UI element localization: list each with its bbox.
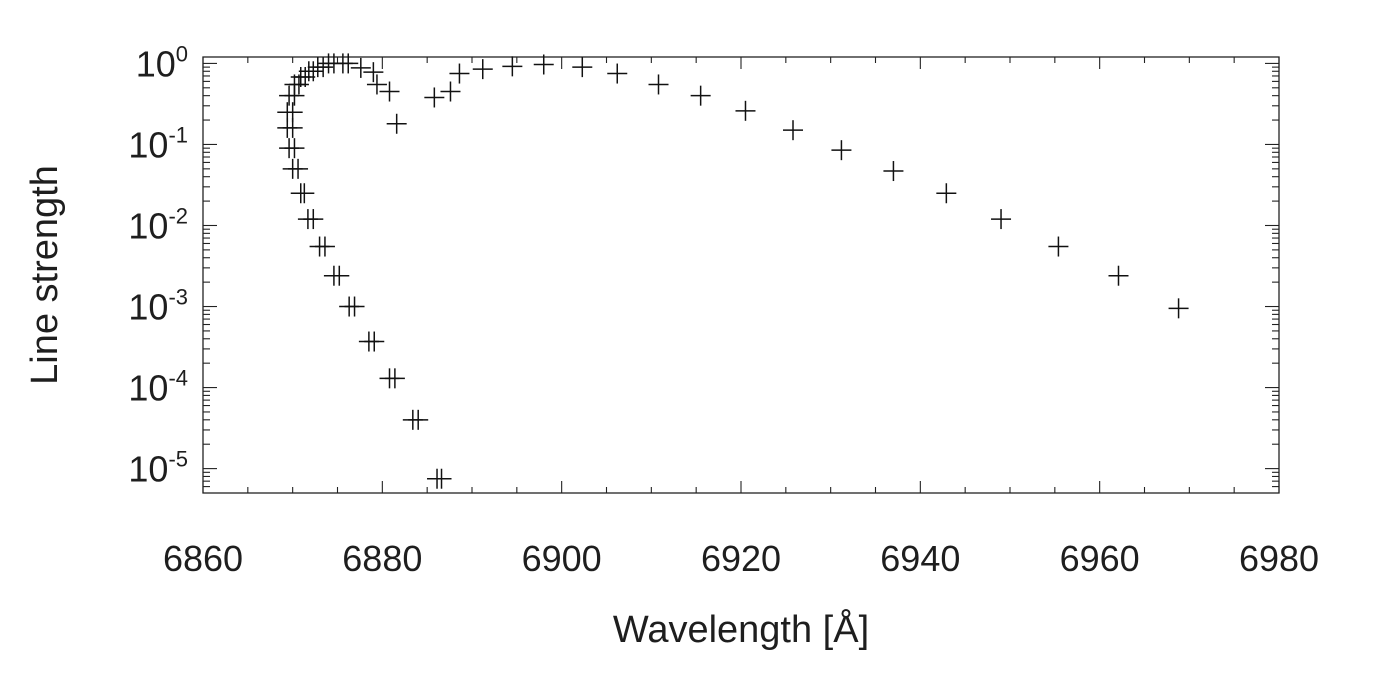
x-tick-label: 6940 bbox=[880, 538, 960, 579]
data-point bbox=[991, 209, 1012, 230]
x-tick-label: 6980 bbox=[1239, 538, 1319, 579]
data-point bbox=[288, 158, 309, 179]
y-tick-exponent: -3 bbox=[168, 285, 188, 310]
data-points bbox=[277, 53, 1189, 489]
y-tick-base: 10 bbox=[128, 449, 168, 490]
data-point bbox=[936, 183, 957, 204]
data-point bbox=[1048, 236, 1069, 257]
y-axis-title: Line strength bbox=[24, 165, 66, 385]
x-tick-label: 6920 bbox=[701, 538, 781, 579]
y-tick-base: 10 bbox=[128, 205, 168, 246]
data-point bbox=[379, 81, 400, 102]
y-tick-label: 10-3 bbox=[128, 285, 188, 328]
data-point bbox=[350, 57, 371, 78]
data-point bbox=[364, 331, 385, 352]
data-point bbox=[533, 54, 554, 75]
data-point bbox=[282, 102, 303, 123]
data-point bbox=[363, 62, 384, 83]
data-point bbox=[449, 63, 470, 84]
data-point bbox=[440, 81, 461, 102]
data-point bbox=[284, 138, 305, 159]
data-point bbox=[783, 120, 804, 141]
axis-ticks bbox=[202, 57, 1280, 493]
x-tick-label: 6960 bbox=[1060, 538, 1140, 579]
data-point bbox=[408, 409, 429, 430]
data-point bbox=[472, 59, 493, 80]
data-point bbox=[1108, 265, 1129, 286]
y-tick-exponent: -1 bbox=[168, 122, 188, 147]
data-point bbox=[384, 368, 405, 389]
data-point bbox=[831, 140, 852, 161]
data-point bbox=[329, 265, 350, 286]
data-point bbox=[313, 57, 334, 78]
data-point bbox=[572, 57, 593, 78]
data-point bbox=[502, 56, 523, 77]
data-point bbox=[648, 74, 669, 95]
y-tick-exponent: -2 bbox=[168, 203, 188, 228]
data-point bbox=[338, 53, 359, 74]
data-point bbox=[303, 61, 324, 82]
y-tick-exponent: -4 bbox=[168, 366, 188, 391]
y-tick-base: 10 bbox=[128, 368, 168, 409]
data-point bbox=[294, 183, 315, 204]
x-tick-labels: 6860 6880 6900 6920 6940 6960 6980 bbox=[163, 538, 1319, 579]
data-point bbox=[295, 66, 316, 87]
data-point bbox=[303, 209, 324, 230]
data-point bbox=[386, 113, 407, 134]
y-tick-label: 10-4 bbox=[128, 366, 188, 409]
data-point bbox=[366, 74, 387, 95]
y-tick-base: 10 bbox=[128, 124, 168, 165]
data-point bbox=[344, 296, 365, 317]
data-point bbox=[690, 85, 711, 106]
x-axis-title: Wavelength [Å] bbox=[613, 607, 869, 651]
y-tick-base: 10 bbox=[136, 43, 176, 84]
x-tick-label: 6860 bbox=[163, 538, 243, 579]
y-tick-label: 100 bbox=[136, 41, 188, 84]
data-point bbox=[735, 100, 756, 121]
x-tick-label: 6880 bbox=[342, 538, 422, 579]
x-tick-label: 6900 bbox=[522, 538, 602, 579]
data-point bbox=[883, 161, 904, 182]
data-point bbox=[1168, 298, 1189, 319]
y-tick-label: 10-1 bbox=[128, 122, 188, 165]
y-tick-label: 10-2 bbox=[128, 203, 188, 246]
data-point bbox=[607, 63, 628, 84]
data-point bbox=[424, 87, 445, 108]
data-point bbox=[314, 236, 335, 257]
y-tick-exponent: -5 bbox=[168, 447, 188, 472]
y-tick-base: 10 bbox=[128, 287, 168, 328]
y-tick-label: 10-5 bbox=[128, 447, 188, 490]
y-tick-exponent: 0 bbox=[176, 41, 188, 66]
data-point bbox=[431, 468, 452, 489]
